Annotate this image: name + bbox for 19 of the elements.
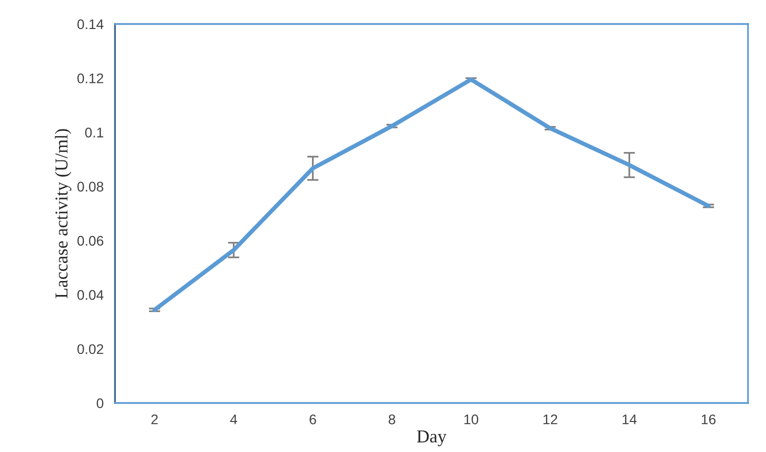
x-tick-label: 6 (310, 414, 316, 424)
x-tick-label: 14 (622, 414, 637, 424)
x-tick-label: 12 (544, 414, 558, 424)
x-axis-title: Day (416, 430, 446, 446)
x-tick-label: 16 (702, 414, 716, 424)
x-tick-label: 4 (230, 414, 238, 424)
y-tick-label: 0 (96, 398, 104, 408)
y-tick-label: 0.08 (77, 182, 104, 192)
x-tick-label: 10 (464, 414, 478, 424)
y-tick-label: 0.04 (77, 290, 104, 300)
line-series (152, 77, 711, 312)
y-tick-label: 0.06 (77, 236, 104, 246)
y-axis-title: Laccase activity (U/ml) (54, 129, 72, 298)
y-tick-label: 0.12 (77, 73, 104, 84)
y-tick-label: 0.1 (85, 128, 104, 138)
x-tick-label: 8 (388, 414, 396, 424)
y-tick-label: 0.02 (77, 344, 104, 354)
y-tick-label: 0.14 (77, 19, 104, 30)
x-tick-label: 2 (151, 414, 158, 424)
